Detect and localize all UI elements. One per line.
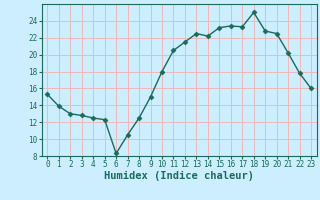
X-axis label: Humidex (Indice chaleur): Humidex (Indice chaleur) [104, 171, 254, 181]
